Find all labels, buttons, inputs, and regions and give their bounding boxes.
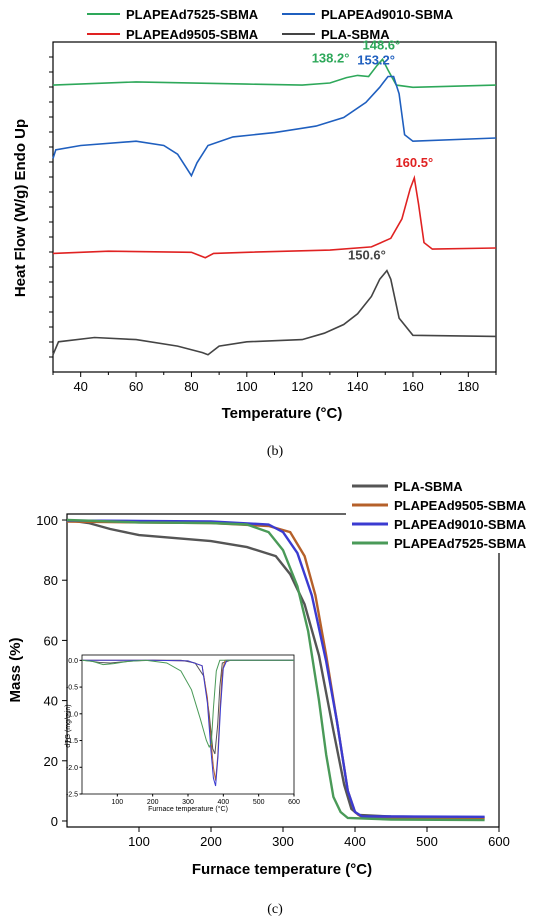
tga-x-tick-label: 100	[128, 834, 150, 849]
dsc-caption: (b)	[267, 444, 284, 459]
dsc-peak-label: 138.2°	[312, 50, 350, 65]
tga-x-tick-label: 600	[488, 834, 510, 849]
dsc-chart: PLAPEAd7525-SBMA PLAPEAd9010-SBMA PLAPEA…	[12, 7, 497, 459]
legend-label-tga-pla-sbma: PLA-SBMA	[394, 479, 463, 494]
dtg-x-tick-label: 200	[147, 799, 159, 806]
dsc-peak-label: 150.6°	[348, 248, 386, 263]
dtg-x-tick-label: 100	[111, 799, 123, 806]
legend-label-pla-9505: PLAPEAd9505-SBMA	[126, 27, 259, 42]
dsc-x-tick-label: 120	[291, 379, 313, 394]
tga-y-tick-label: 60	[44, 633, 58, 648]
legend-label-tga-7525: PLAPEAd7525-SBMA	[394, 536, 527, 551]
tga-y-ticks: 0 20 40 60 80 100	[36, 513, 67, 829]
dtg-inset-frame	[81, 654, 295, 795]
dtg-y-axis-label: dTG (mg/min)	[65, 704, 72, 747]
dtg-y-tick-label: -1.5	[66, 738, 78, 745]
dsc-x-tick-label: 40	[73, 379, 87, 394]
dsc-x-tick-label: 180	[457, 379, 479, 394]
dsc-x-tick-label: 100	[236, 379, 258, 394]
dtg-line-pla-sbma	[81, 659, 294, 755]
tga-line-plapead7525-sbma	[66, 518, 485, 822]
tga-series	[66, 518, 485, 822]
legend-label-tga-9010: PLAPEAd9010-SBMA	[394, 517, 527, 532]
dsc-plot-frame	[52, 41, 497, 373]
tga-x-ticks: 100 200 300 400 500 600	[128, 827, 510, 849]
dsc-peak-label: 148.6°	[363, 37, 401, 52]
dsc-x-tick-label: 60	[129, 379, 143, 394]
dtg-x-tick-label: 400	[217, 799, 229, 806]
dsc-y-ticks	[49, 56, 53, 358]
tga-x-tick-label: 400	[344, 834, 366, 849]
dtg-y-tick-label: -2.5	[66, 792, 78, 799]
dtg-x-axis-label: Furnace temperature (°C)	[148, 805, 228, 813]
dsc-peak-label: 160.5°	[395, 155, 433, 170]
dtg-y-tick-label: 0.0	[68, 658, 78, 665]
dtg-y-tick-label: -1.0	[66, 711, 78, 718]
dsc-annotations: 138.2° 148.6°153.2° 160.5° 150.6°	[312, 37, 433, 262]
dsc-x-tick-label: 140	[347, 379, 369, 394]
dsc-x-tick-label: 80	[184, 379, 198, 394]
dsc-line-pla-sbma	[52, 269, 497, 356]
dsc-peak-label: 153.2°	[357, 53, 395, 68]
tga-x-axis-label: Furnace temperature (°C)	[192, 861, 372, 878]
dtg-y-ticks: 0.0 -0.5 -1.0 -1.5 -2.0 -2.5	[66, 658, 82, 799]
dtg-line-plapead7525-sbma	[81, 659, 294, 749]
tga-caption: (c)	[267, 902, 283, 917]
dsc-line-plapead9505-sbma	[52, 174, 497, 259]
tga-y-tick-label: 80	[44, 573, 58, 588]
legend-label-tga-9505: PLAPEAd9505-SBMA	[394, 498, 527, 513]
dtg-x-ticks: 100 200 300 400 500 600	[111, 794, 300, 806]
legend-label-pla-9010: PLAPEAd9010-SBMA	[321, 7, 454, 22]
tga-line-plapead9010-sbma	[66, 519, 485, 818]
dsc-series	[52, 57, 497, 356]
dsc-x-axis-label: Temperature (°C)	[222, 405, 343, 422]
legend-label-pla-sbma: PLA-SBMA	[321, 27, 390, 42]
dsc-y-axis-label: Heat Flow (W/g) Endo Up	[12, 119, 29, 297]
dtg-x-tick-label: 300	[182, 799, 194, 806]
dtg-y-tick-label: -0.5	[66, 685, 78, 692]
dtg-x-tick-label: 600	[288, 799, 300, 806]
tga-y-axis-label: Mass (%)	[7, 637, 24, 702]
tga-y-tick-label: 0	[51, 814, 58, 829]
dtg-y-tick-label: -2.0	[66, 765, 78, 772]
dtg-inset: 0.0 -0.5 -1.0 -1.5 -2.0 -2.5 100 200 300 400 500 6…	[65, 654, 300, 813]
tga-x-tick-label: 200	[200, 834, 222, 849]
tga-y-tick-label: 100	[36, 513, 58, 528]
tga-legend: PLA-SBMA PLAPEAd9505-SBMA PLAPEAd9010-SB…	[346, 473, 546, 553]
tga-y-tick-label: 40	[44, 694, 58, 709]
legend-label-pla-7525: PLAPEAd7525-SBMA	[126, 7, 259, 22]
tga-x-tick-label: 300	[272, 834, 294, 849]
dtg-x-tick-label: 500	[253, 799, 265, 806]
tga-y-tick-label: 20	[44, 754, 58, 769]
tga-x-tick-label: 500	[416, 834, 438, 849]
tga-chart: 0 20 40 60 80 100 100 200 300 400 500 600 PLA-SBMA…	[7, 473, 546, 917]
dtg-line-plapead9010-sbma	[82, 659, 294, 787]
dsc-legend: PLAPEAd7525-SBMA PLAPEAd9010-SBMA PLAPEA…	[87, 7, 454, 42]
dsc-line-plapead7525-sbma	[52, 57, 497, 89]
dtg-series	[81, 659, 294, 787]
dsc-x-tick-label: 160	[402, 379, 424, 394]
dsc-x-ticks: 40 60 80 100 120 140 160 180	[52, 372, 497, 394]
dsc-line-plapead9010-sbma	[52, 75, 497, 178]
